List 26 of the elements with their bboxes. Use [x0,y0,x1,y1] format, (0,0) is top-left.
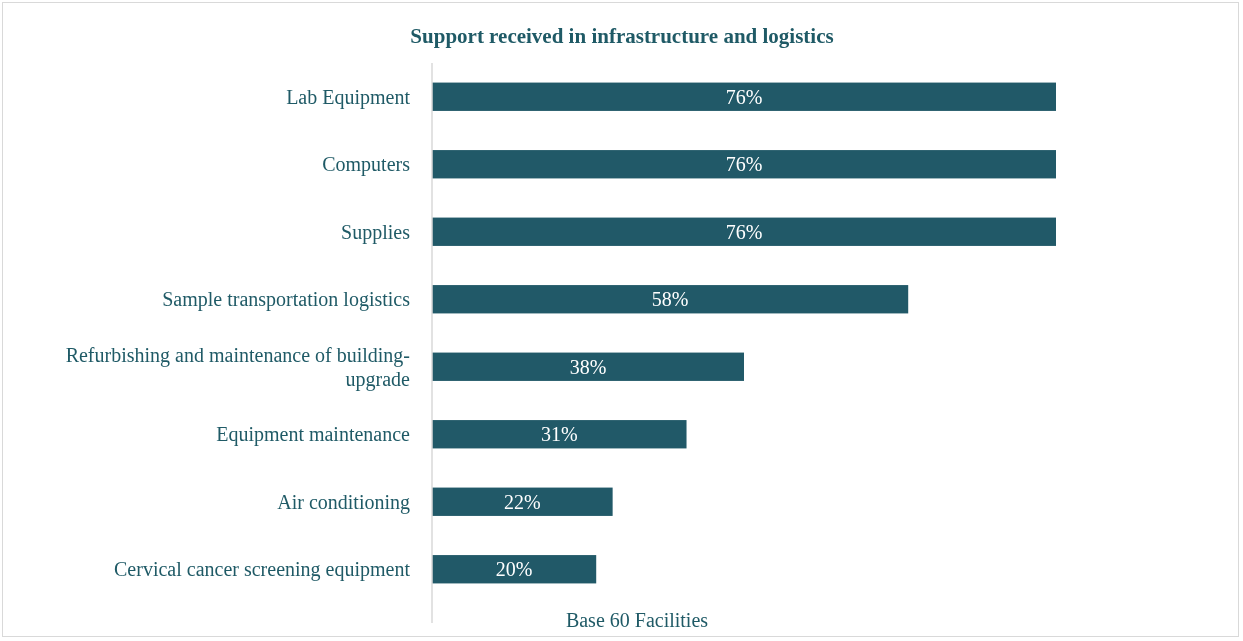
data-label: 38% [569,355,607,378]
y-tick-label: Supplies [341,220,411,244]
y-tick-label: Air conditioning [277,490,410,514]
bar [432,150,1056,179]
annotation: Base 60 Facilities [565,609,709,631]
bar [432,555,597,584]
data-label: 31% [540,423,578,446]
bar [432,352,744,381]
y-tick-label: Sample transportation logistics [162,288,411,312]
data-label: 20% [495,558,533,581]
data-label: 58% [651,288,689,311]
bar [432,420,687,449]
data-label: 22% [503,490,541,513]
data-label: 76% [725,220,763,243]
bar [432,217,1056,246]
data-label: 76% [725,153,763,176]
bar [432,487,613,516]
bar [432,285,909,314]
chart-title: Support received in infrastructure and logistics [410,24,834,48]
y-tick-label: Computers [322,153,411,177]
y-tick-label: Cervical cancer screening equipment [114,558,411,582]
y-tick-label: Refurbishing and maintenance of building- upgrade [65,343,411,391]
bar [432,82,1056,111]
y-tick-label: Equipment maintenance [216,423,411,447]
data-label: 76% [725,85,763,108]
y-tick-label: Lab Equipment [286,85,411,109]
